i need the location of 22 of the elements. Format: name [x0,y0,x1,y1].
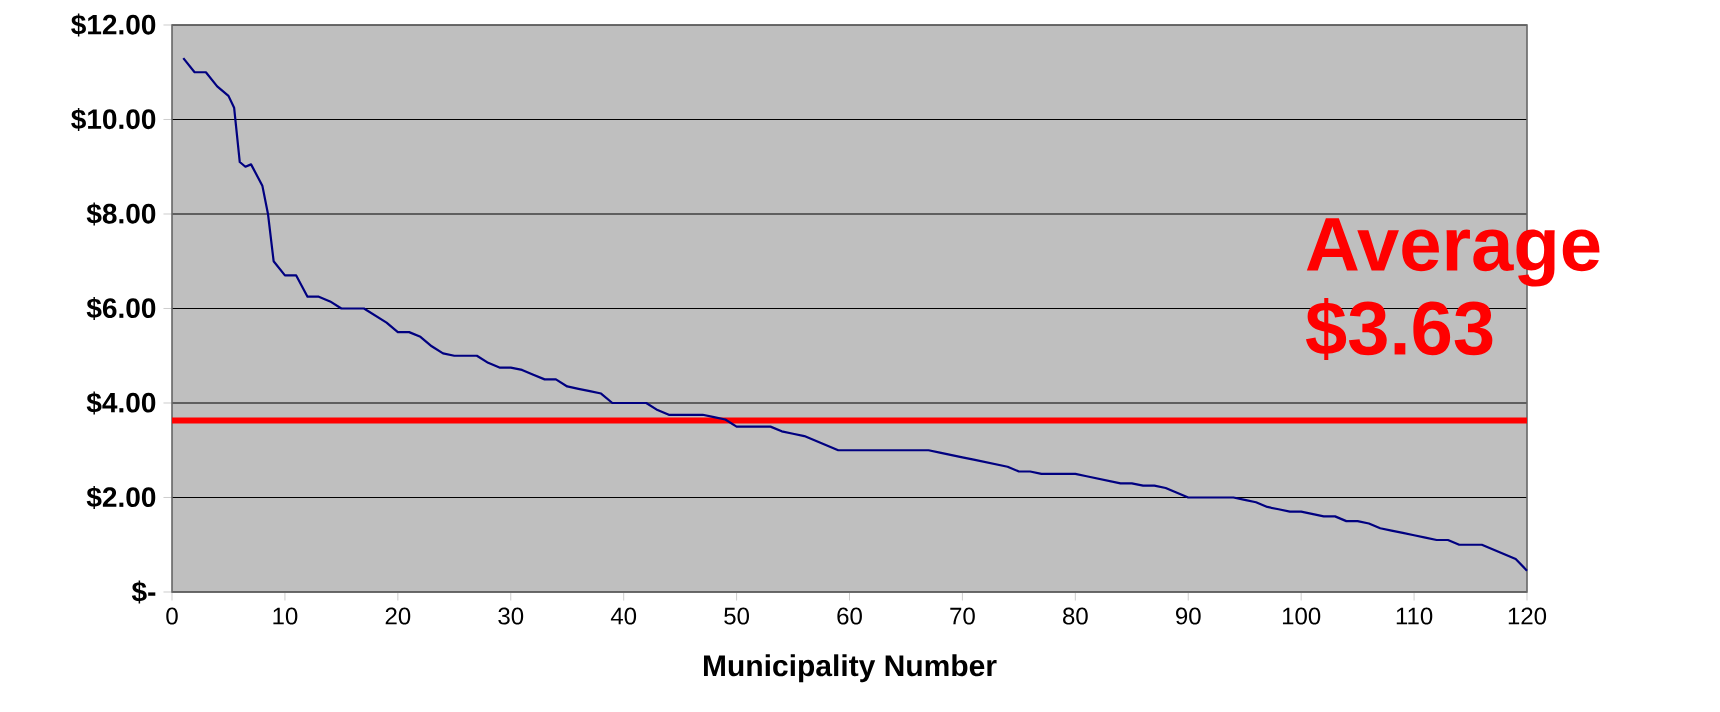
y-tick-label: $2.00 [86,486,156,509]
y-tick-label: $8.00 [86,202,156,226]
y-tick-label: $- [131,580,156,604]
y-tick-label: $10.00 [71,108,156,131]
x-tick-label: 80 [1063,607,1088,625]
x-tick-label: 110 [1396,607,1433,625]
x-tick-label: 10 [273,607,298,625]
x-tick-label: 50 [724,607,750,625]
x-tick-label: 90 [1176,607,1201,625]
x-tick-label: 30 [498,607,524,625]
x-tick-label: 20 [385,607,411,625]
y-tick-label: $4.00 [86,391,156,415]
x-tick-label: 0 [166,607,178,625]
x-tick-label: 40 [610,607,637,625]
x-tick-label: 100 [1282,607,1321,625]
x-tick-label: 120 [1508,607,1547,625]
x-tick-label: 70 [950,607,975,625]
y-tick-label: $6.00 [86,297,156,320]
x-tick-label: 60 [837,607,862,625]
x-axis-title: Municipality Number [704,654,997,683]
y-tick-label: $12.00 [71,13,156,37]
annotation: Average $3.63 [1305,218,1600,361]
